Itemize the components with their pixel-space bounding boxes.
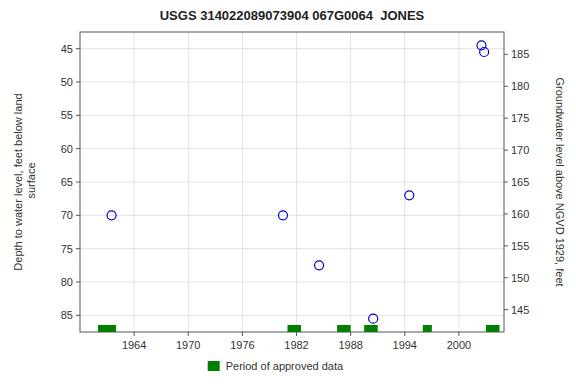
y-tick [76,115,80,116]
grid-line-y [80,82,504,83]
x-tick [296,332,297,336]
y2-tick [504,150,508,151]
legend-label: Period of approved data [226,360,344,372]
y2-axis-label: Groundwater level above NGVD 1929, feet [554,77,566,286]
grid-line-y [80,315,504,316]
y-tick [76,48,80,49]
data-point [369,314,378,323]
y-tick [76,82,80,83]
x-tick-label: 1982 [284,339,308,351]
x-tick [350,332,351,336]
approved-period [486,325,500,332]
approved-period [98,325,116,332]
y-tick [76,148,80,149]
y2-tick-label: 150 [511,272,529,284]
y-axis-label-line: surface [25,162,37,201]
y-tick-label: 75 [61,243,73,255]
grid-line-y [80,148,504,149]
approved-period [423,325,432,332]
data-point [405,191,414,200]
y2-tick-label: 155 [511,240,529,252]
grid-line-y [80,282,504,283]
approved-period [337,325,351,332]
y2-tick [504,213,508,214]
data-point [480,48,489,57]
grid-line-y [80,182,504,183]
x-tick [242,332,243,336]
grid-line-y [80,248,504,249]
y2-tick-label: 180 [511,80,529,92]
y2-tick [504,245,508,246]
y-tick-label: 85 [61,309,73,321]
x-tick [134,332,135,336]
plot-frame [80,32,504,332]
x-tick-label: 1994 [393,339,417,351]
marks [98,41,499,332]
x-tick [404,332,405,336]
title: USGS 314022089073904 067G0064 JONES [160,8,425,23]
y2-tick [504,309,508,310]
legend: Period of approved data [208,360,344,372]
y2-tick-label: 170 [511,144,529,156]
y2-tick-label: 165 [511,176,529,188]
approved-period [364,325,378,332]
y-axis-label-line: Depth to water level, feet below land [12,93,24,270]
data-point [107,211,116,220]
x-tick [188,332,189,336]
y-tick [76,182,80,183]
y-tick-label: 65 [61,176,73,188]
x-tick-label: 1976 [230,339,254,351]
grid-line-y [80,115,504,116]
y2-tick-label: 145 [511,304,529,316]
x-tick-label: 1988 [338,339,362,351]
y2-tick-label: 160 [511,208,529,220]
y2-tick [504,86,508,87]
data-point [278,211,287,220]
axes: 1964 1970 1976 1982 1988 1994 2000 45 50 55 60 65 70… [61,43,530,351]
grid-line-y [80,48,504,49]
y2-tick [504,118,508,119]
y-tick [76,282,80,283]
y-tick-label: 70 [61,209,73,221]
x-tick-label: 1970 [176,339,200,351]
x-tick-label: 1964 [122,339,146,351]
x-tick-label: 2000 [447,339,471,351]
y-tick-label: 45 [61,43,73,55]
y-tick [76,315,80,316]
y-tick-label: 60 [61,143,73,155]
y-tick-label: 50 [61,76,73,88]
y-tick-label: 80 [61,276,73,288]
y2-tick-label: 185 [511,48,529,60]
y2-tick-label: 175 [511,112,529,124]
y-axis-label: Depth to water level, feet below land su… [12,93,37,270]
y-tick-label: 55 [61,109,73,121]
y2-tick [504,182,508,183]
x-tick [458,332,459,336]
legend-swatch [208,361,220,371]
chart: 1964 1970 1976 1982 1988 1994 2000 45 50 55 60 65 70… [0,0,576,384]
grid-line-y [80,215,504,216]
data-point [315,261,324,270]
y-tick [76,248,80,249]
y2-tick [504,277,508,278]
approved-period [287,325,301,332]
y-tick [76,215,80,216]
y2-tick [504,54,508,55]
grid [80,32,504,332]
